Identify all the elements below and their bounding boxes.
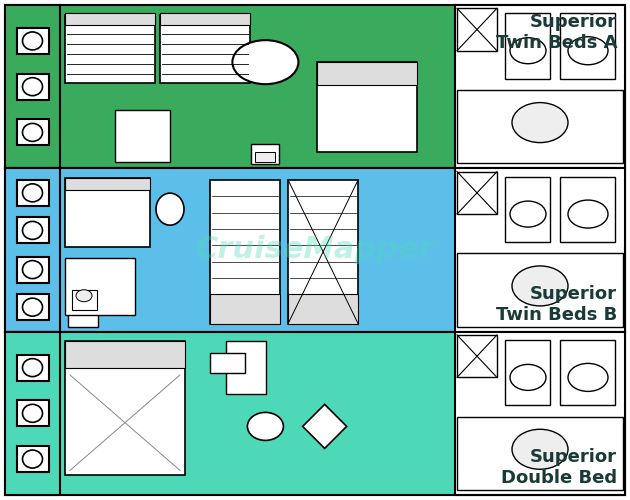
Bar <box>288 294 358 324</box>
Bar <box>16 218 49 244</box>
Bar <box>505 340 550 405</box>
Ellipse shape <box>23 404 42 422</box>
Text: CruiseMapper: CruiseMapper <box>196 236 434 264</box>
Bar <box>317 62 417 84</box>
Bar <box>65 342 185 368</box>
Ellipse shape <box>568 364 608 392</box>
Bar <box>65 178 150 190</box>
Bar <box>72 290 97 310</box>
Bar <box>16 28 49 54</box>
Bar <box>160 12 250 25</box>
Bar <box>255 152 275 162</box>
Ellipse shape <box>156 193 184 225</box>
Bar <box>560 176 615 242</box>
Ellipse shape <box>512 430 568 470</box>
Ellipse shape <box>248 412 284 440</box>
Bar <box>16 294 49 320</box>
Bar <box>457 90 623 164</box>
Bar <box>505 13 550 78</box>
Bar <box>65 342 185 475</box>
Bar <box>16 354 49 380</box>
Ellipse shape <box>23 32 42 50</box>
Bar <box>16 256 49 282</box>
Text: Superior
Twin Beds B: Superior Twin Beds B <box>496 285 617 324</box>
Bar <box>455 168 625 332</box>
Text: Superior
Twin Beds A: Superior Twin Beds A <box>496 13 617 52</box>
Bar <box>16 446 49 472</box>
Bar <box>65 258 135 316</box>
Bar <box>317 62 417 152</box>
Bar <box>16 74 49 100</box>
Ellipse shape <box>512 102 568 142</box>
Bar <box>457 335 497 378</box>
Bar <box>5 332 625 495</box>
Ellipse shape <box>568 200 608 228</box>
Bar <box>65 178 150 246</box>
Bar <box>226 342 266 394</box>
Ellipse shape <box>510 201 546 227</box>
Ellipse shape <box>23 222 42 240</box>
Bar <box>16 400 49 426</box>
Bar <box>455 5 625 168</box>
Polygon shape <box>302 404 346 448</box>
Ellipse shape <box>232 40 299 84</box>
Bar <box>160 15 250 84</box>
Bar <box>115 110 170 162</box>
Ellipse shape <box>568 36 608 64</box>
Bar <box>457 8 497 50</box>
Bar <box>560 340 615 405</box>
Ellipse shape <box>23 358 42 376</box>
Bar <box>251 144 279 165</box>
Ellipse shape <box>512 266 568 306</box>
Ellipse shape <box>23 260 42 278</box>
Bar <box>457 416 623 490</box>
Bar <box>5 5 60 168</box>
Ellipse shape <box>510 364 546 390</box>
Bar <box>505 176 550 242</box>
Bar <box>5 5 625 168</box>
Bar <box>65 15 155 84</box>
Bar <box>288 180 358 324</box>
Ellipse shape <box>23 124 42 142</box>
Text: Superior
Double Bed: Superior Double Bed <box>501 448 617 487</box>
Bar <box>210 352 245 372</box>
Ellipse shape <box>23 78 42 96</box>
Bar <box>16 180 49 206</box>
Ellipse shape <box>23 298 42 316</box>
Bar <box>210 294 280 324</box>
Bar <box>5 332 60 495</box>
Bar <box>16 120 49 146</box>
Bar <box>457 172 497 214</box>
Bar <box>65 12 155 25</box>
Ellipse shape <box>510 38 546 64</box>
Bar <box>457 253 623 326</box>
Ellipse shape <box>76 290 92 302</box>
Ellipse shape <box>23 450 42 468</box>
Bar <box>5 168 60 332</box>
Bar <box>5 168 625 332</box>
Bar <box>455 332 625 495</box>
Bar <box>68 304 98 326</box>
Bar <box>210 180 280 324</box>
Ellipse shape <box>23 184 42 202</box>
Bar <box>560 13 615 78</box>
